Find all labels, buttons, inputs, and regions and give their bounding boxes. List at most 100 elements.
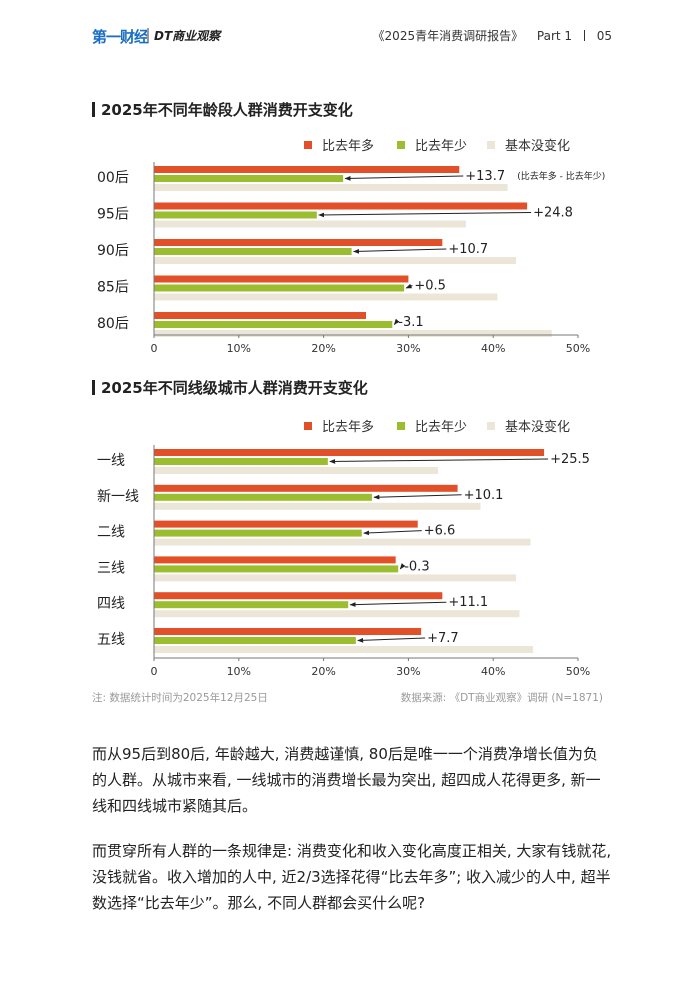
bar-less	[154, 565, 399, 573]
x-tick-label: 50%	[566, 342, 590, 355]
difference-arrow	[405, 283, 413, 289]
bar-less	[154, 175, 344, 182]
page-number: 05	[596, 29, 612, 43]
difference-label: -3.1	[398, 315, 423, 330]
bar-more	[154, 484, 458, 492]
bar-less	[154, 493, 372, 501]
x-tick-label: 30%	[396, 342, 420, 355]
legend-label: 比去年多	[322, 138, 374, 154]
yicai-logo: 第一财经	[92, 28, 149, 46]
difference-arrow	[373, 494, 462, 500]
bar-same	[154, 574, 517, 582]
difference-label: +0.5	[414, 279, 446, 294]
x-tick-label: 20%	[311, 665, 335, 678]
difference-arrow	[399, 563, 406, 570]
category-label: 四线	[97, 596, 125, 612]
legend-swatch	[304, 422, 312, 430]
report-title: 《2025青年消费调研报告》	[372, 29, 524, 43]
category-label: 90后	[97, 243, 129, 259]
category-label: 五线	[97, 632, 125, 648]
x-tick-label: 0	[151, 665, 158, 678]
bar-same	[154, 257, 517, 264]
bar-more	[154, 312, 366, 319]
difference-arrow	[349, 601, 447, 607]
difference-label: +10.7	[448, 242, 488, 257]
x-tick-label: 10%	[227, 342, 251, 355]
bar-less	[154, 321, 393, 328]
legend-label: 比去年少	[415, 420, 467, 435]
difference-arrow	[318, 212, 532, 218]
bar-less	[154, 529, 362, 537]
category-label: 一线	[97, 453, 125, 469]
page-header: 第一财经 DT商业观察 《2025青年消费调研报告》 Part 1 05	[92, 26, 612, 48]
x-tick-label: 40%	[481, 342, 505, 355]
category-label: 80后	[97, 316, 129, 332]
bar-less	[154, 284, 405, 292]
x-tick-label: 10%	[227, 665, 251, 678]
bar-same	[154, 220, 467, 228]
x-tick-label: 50%	[566, 665, 590, 678]
difference-label: +24.8	[533, 206, 573, 221]
difference-label: -0.3	[404, 559, 429, 574]
category-label: 新一线	[97, 489, 139, 505]
x-tick-label: 30%	[396, 665, 420, 678]
difference-arrow	[357, 637, 426, 643]
bar-more	[154, 556, 396, 564]
category-label: 二线	[97, 525, 125, 541]
bar-same	[154, 610, 520, 618]
chart-title: 2025年不同线级城市人群消费开支变化	[101, 379, 368, 397]
header-report-info: 《2025青年消费调研报告》 Part 1 05	[373, 27, 612, 44]
body-paragraph-2: 而贯穿所有人群的一条规律是: 消费变化和收入变化高度正相关, 大家有钱就花, 没…	[92, 842, 612, 912]
legend-swatch	[487, 141, 495, 149]
bar-more	[154, 239, 443, 246]
difference-label: +7.7	[427, 631, 459, 646]
bar-less	[154, 601, 349, 609]
difference-label: +6.6	[424, 524, 456, 539]
bar-more	[154, 202, 528, 210]
chart-title-marker	[92, 102, 95, 117]
body-paragraph-1: 而从95后到80后, 年龄越大, 消费越谨慎, 80后是唯一一个消费净增长值为负…	[92, 745, 601, 815]
bar-more	[154, 449, 545, 456]
bar-less	[154, 248, 352, 255]
difference-arrow	[363, 530, 422, 536]
bar-less	[154, 211, 317, 219]
legend-label: 比去年少	[415, 139, 467, 154]
data-date-note: 注: 数据统计时间为2025年12月25日	[92, 692, 268, 704]
x-tick-label: 20%	[311, 342, 335, 355]
legend-label: 基本没变化	[505, 138, 570, 154]
part-label: Part 1	[536, 29, 573, 43]
difference-arrow	[352, 248, 447, 254]
x-tick-label: 40%	[481, 665, 505, 678]
bar-more	[154, 520, 418, 528]
bar-same	[154, 467, 439, 474]
difference-arrow	[393, 318, 400, 325]
logo-divider	[147, 28, 149, 42]
difference-arrow	[344, 175, 464, 181]
bar-more	[154, 166, 460, 173]
bar-more	[154, 275, 409, 283]
difference-arrow	[329, 458, 549, 464]
category-label: 00后	[97, 170, 129, 186]
difference-label: +10.1	[464, 488, 504, 503]
bar-more	[154, 592, 443, 600]
difference-label: +25.5	[550, 452, 590, 467]
bar-same	[154, 184, 508, 191]
chart-title-marker	[92, 380, 95, 395]
category-label: 95后	[97, 207, 129, 223]
legend-swatch	[304, 141, 312, 149]
bar-same	[154, 538, 531, 546]
legend-label: 比去年多	[322, 419, 374, 435]
chart-title: 2025年不同年龄段人群消费开支变化	[101, 101, 353, 119]
bar-more	[154, 628, 422, 635]
category-label: 85后	[97, 280, 129, 296]
difference-label: +11.1	[448, 595, 488, 610]
difference-label: +13.7	[465, 169, 505, 184]
bar-same	[154, 646, 534, 653]
data-source-note: 数据来源: 《DT商业观察》调研 (N=1871)	[400, 692, 603, 704]
bar-same	[154, 502, 481, 510]
bar-same	[154, 293, 498, 301]
legend-swatch	[397, 141, 405, 149]
legend-swatch	[397, 422, 405, 430]
